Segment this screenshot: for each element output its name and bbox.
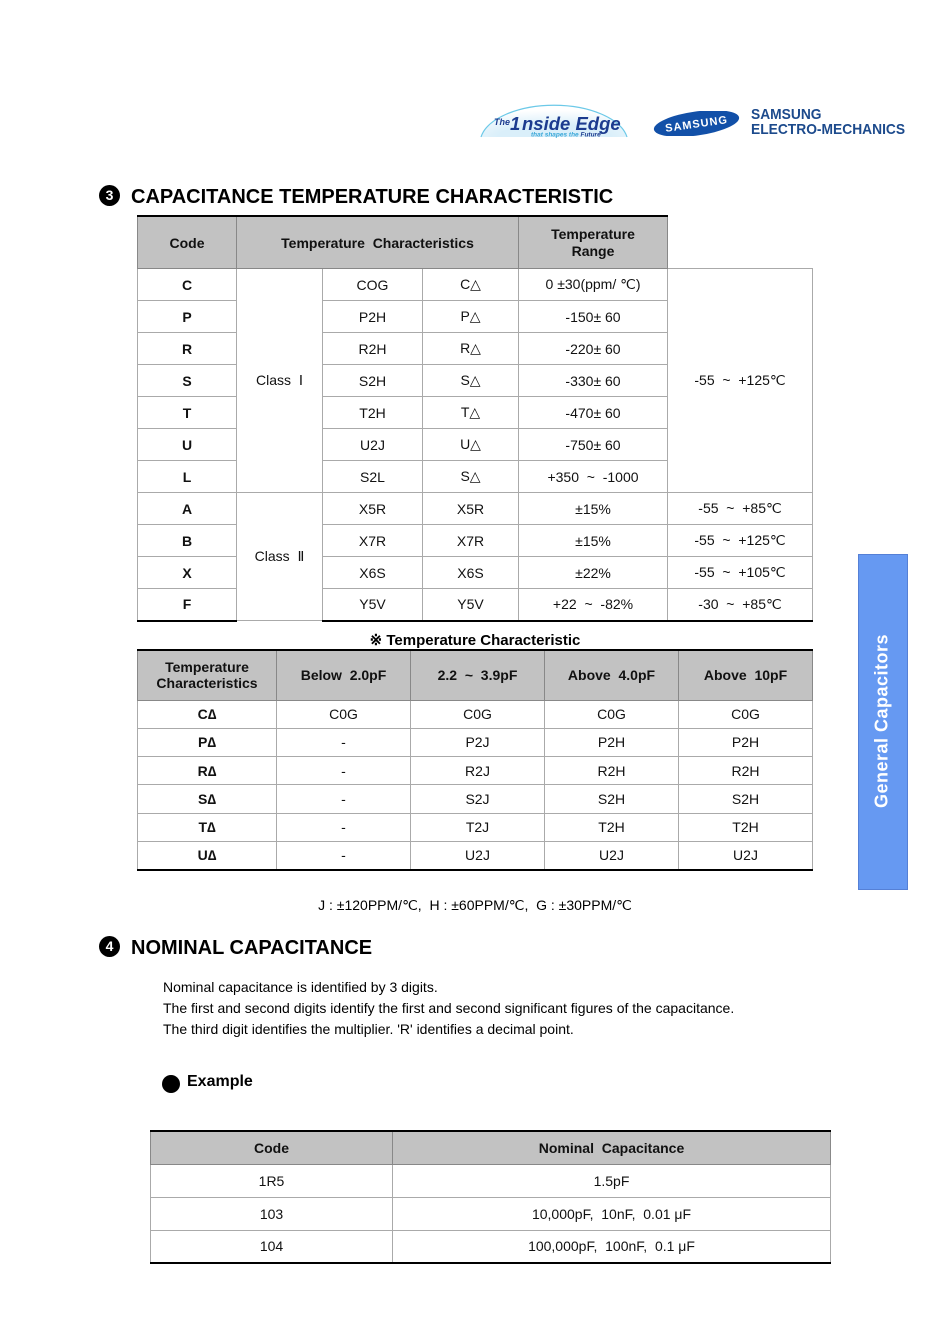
svg-text:1: 1: [510, 113, 520, 134]
svg-text:The: The: [494, 117, 510, 127]
svg-text:that shapes the Future: that shapes the Future: [531, 132, 601, 139]
